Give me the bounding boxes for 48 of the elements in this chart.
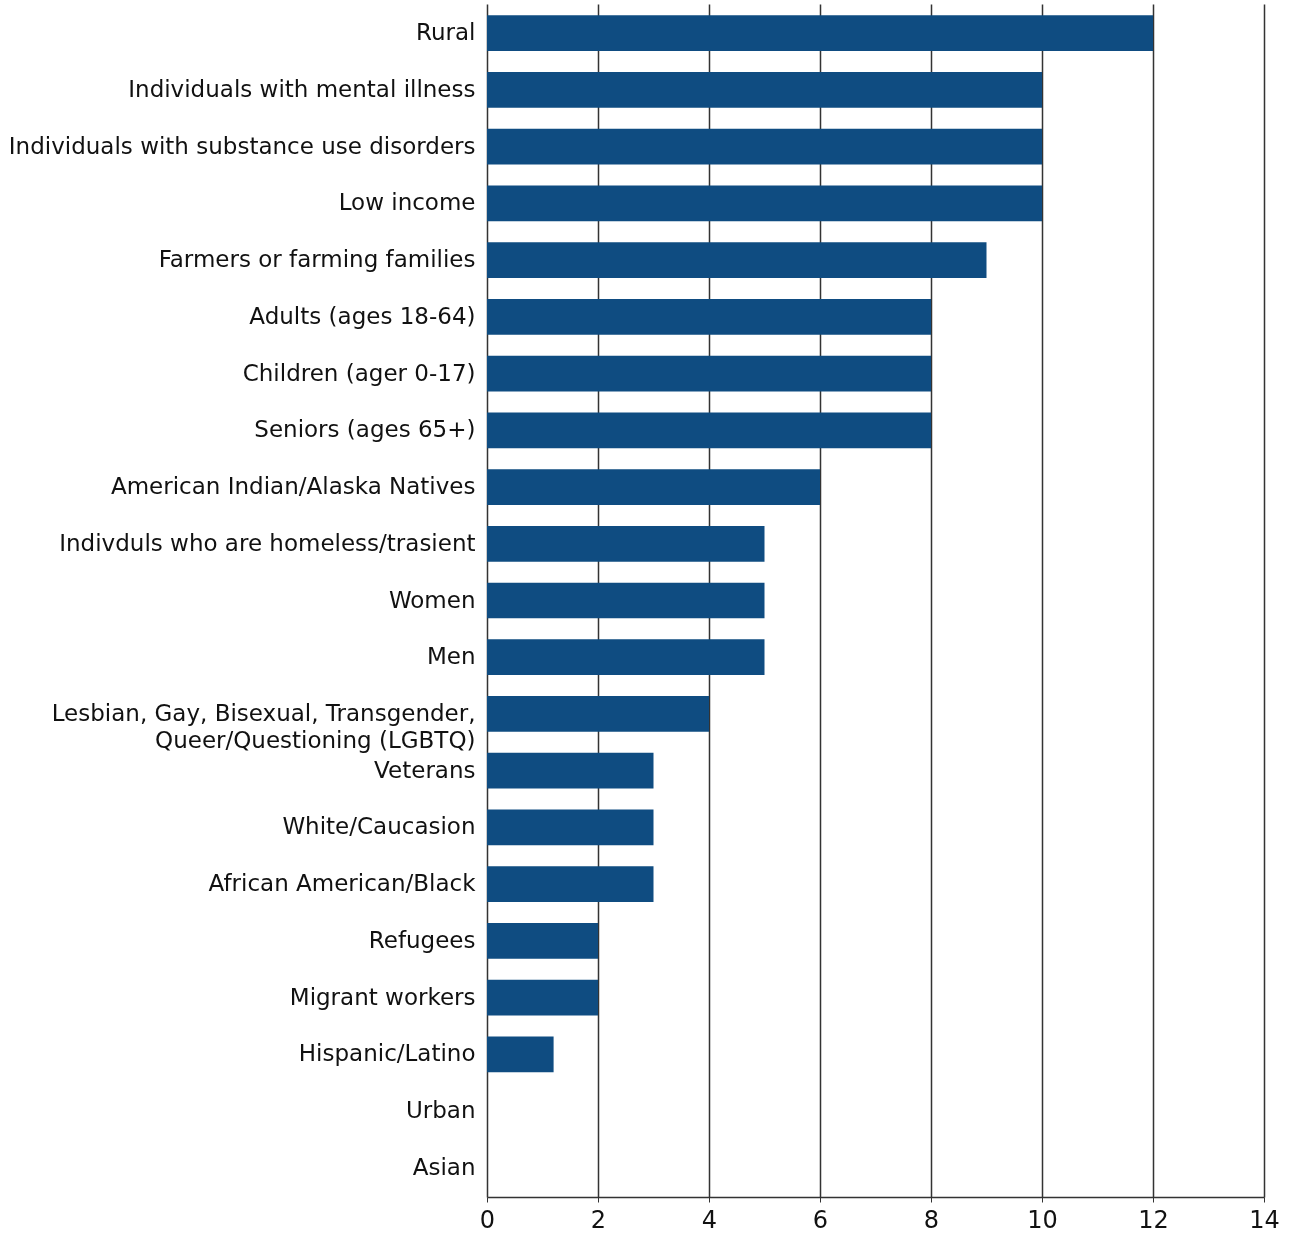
y-tick-label: Lesbian, Gay, Bisexual, Transgender, Queer/Questioning (LGBTQ) — [51, 699, 476, 753]
x-tick-label: 6 — [812, 1205, 829, 1234]
bar — [487, 696, 709, 732]
y-tick-label: American Indian/Alaska Natives — [110, 473, 476, 500]
bar — [487, 128, 1042, 165]
y-tick-label: Urban — [405, 1097, 476, 1124]
bar — [487, 298, 931, 335]
y-tick-label: African American/Black — [208, 870, 477, 897]
bar — [487, 469, 820, 505]
bar — [487, 412, 931, 449]
y-tick-label: Hispanic/Latino — [298, 1040, 476, 1067]
x-tick-label: 8 — [923, 1205, 940, 1234]
bar — [487, 866, 654, 903]
x-tick-label: 2 — [590, 1205, 607, 1234]
bar — [487, 582, 765, 619]
bar — [487, 923, 598, 959]
bar — [487, 1036, 554, 1073]
bar — [487, 752, 654, 789]
bar — [487, 355, 931, 392]
bar — [487, 185, 1042, 222]
y-tick-label: Asian — [412, 1153, 476, 1180]
bar — [487, 809, 654, 846]
y-tick-label: Children (ager 0-17) — [242, 359, 476, 386]
y-tick-label: Individuals with mental illness — [128, 75, 476, 102]
y-tick-label: Veterans — [374, 756, 476, 783]
y-tick-label: Rural — [416, 19, 476, 46]
y-tick-label: Indivduls who are homeless/trasient — [59, 529, 476, 556]
bar — [487, 15, 1153, 52]
y-tick-label: Low income — [338, 189, 476, 216]
x-tick-label: 10 — [1027, 1205, 1058, 1234]
y-tick-label: Adults (ages 18-64) — [249, 302, 476, 329]
bar — [487, 525, 765, 562]
x-tick-label: 0 — [479, 1205, 496, 1234]
y-tick-label: Women — [388, 586, 476, 613]
y-tick-label: Men — [426, 643, 476, 670]
y-tick-label: Migrant workers — [289, 983, 476, 1010]
x-tick-label: 12 — [1138, 1205, 1169, 1234]
y-tick-label: Individuals with substance use disorders — [8, 132, 476, 159]
bar — [487, 639, 765, 676]
x-tick-label: 4 — [701, 1205, 718, 1234]
bar — [487, 979, 598, 1016]
y-tick-label: Refugees — [368, 926, 476, 953]
y-tick-label: Farmers or farming families — [158, 246, 476, 273]
y-tick-label: Seniors (ages 65+) — [254, 416, 476, 443]
x-tick-label: 14 — [1249, 1205, 1280, 1234]
bar — [487, 242, 987, 278]
bar — [487, 72, 1042, 108]
y-tick-label: White/Caucasion — [282, 813, 476, 840]
